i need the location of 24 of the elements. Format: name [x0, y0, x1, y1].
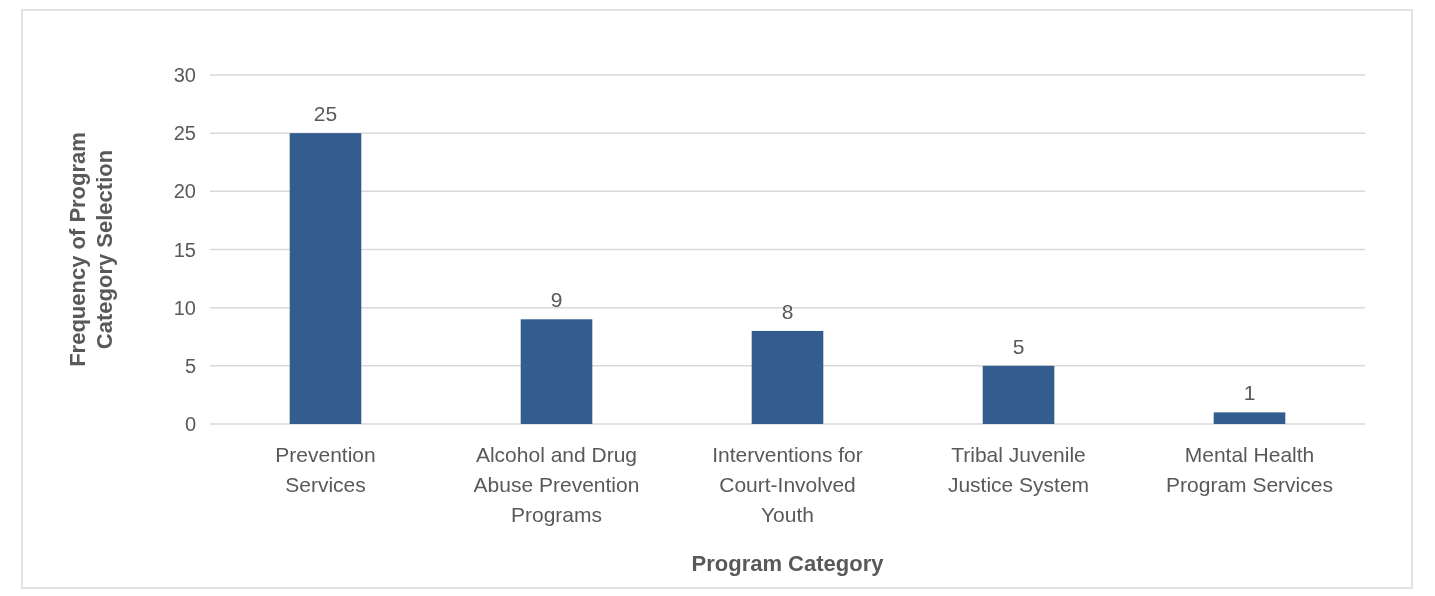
data-label: 9 — [550, 288, 563, 312]
data-label: 5 — [1012, 334, 1025, 358]
y-tick-label: 25 — [173, 122, 196, 145]
x-tick-label: Tribal Juvenile Justice System — [947, 443, 1090, 496]
x-tick-label: Prevention Services — [275, 443, 376, 496]
y-tick-label: 30 — [173, 64, 196, 86]
bar — [520, 319, 593, 424]
bar — [751, 330, 824, 424]
y-tick-label: 0 — [184, 413, 196, 435]
bar — [289, 133, 362, 424]
x-tick-label: Mental Health Program Services — [1166, 443, 1333, 496]
bar — [1213, 412, 1286, 424]
x-axis-title: Program Category — [691, 551, 885, 576]
y-tick-label: 20 — [173, 180, 196, 203]
bar — [982, 365, 1055, 424]
x-tick-label: Interventions for Court-Involved Youth — [712, 443, 863, 526]
y-tick-label: 10 — [173, 296, 196, 319]
x-tick-label: Alcohol and Drug Abuse Prevention Programs — [473, 443, 640, 526]
data-label: 8 — [781, 299, 794, 323]
y-axis-title: Frequency of Program Category Selection — [65, 132, 117, 367]
data-label: 1 — [1243, 381, 1256, 405]
y-tick-label: 5 — [184, 354, 196, 377]
data-label: 25 — [313, 102, 338, 126]
y-tick-label: 15 — [173, 238, 196, 261]
